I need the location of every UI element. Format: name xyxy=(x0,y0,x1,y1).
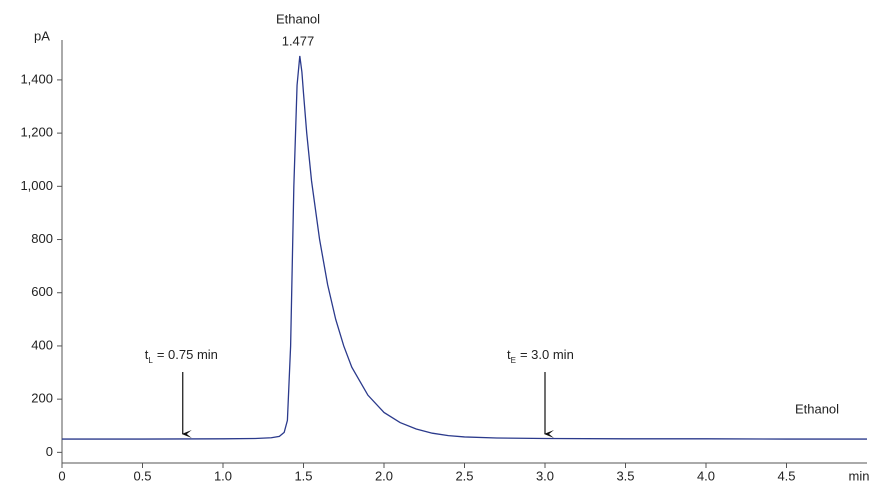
x-tick-label: 0.5 xyxy=(133,468,151,483)
annotation-t: t xyxy=(507,347,511,362)
x-tick-label: 2.0 xyxy=(375,468,393,483)
y-tick-label: 1,200 xyxy=(20,125,53,140)
y-tick-label: 400 xyxy=(31,337,53,352)
x-tick-label: 0 xyxy=(58,468,65,483)
trace-label: Ethanol xyxy=(795,401,839,416)
y-tick-label: 200 xyxy=(31,391,53,406)
x-tick-label: 3.0 xyxy=(536,468,554,483)
x-tick-label: 4.0 xyxy=(697,468,715,483)
y-tick-label: 600 xyxy=(31,284,53,299)
y-tick-label: 0 xyxy=(46,444,53,459)
y-tick-label: 1,000 xyxy=(20,178,53,193)
annotation-sub: E xyxy=(511,356,516,365)
x-tick-label: 2.5 xyxy=(455,468,473,483)
x-tick-label: 1.5 xyxy=(294,468,312,483)
x-tick-label: 1.0 xyxy=(214,468,232,483)
annotation-sub: L xyxy=(148,356,153,365)
annotation-t: t xyxy=(145,347,149,362)
y-unit: pA xyxy=(34,28,50,43)
annotation-rest: = 3.0 min xyxy=(520,347,574,362)
x-tick-label: 4.5 xyxy=(777,468,795,483)
peak-name: Ethanol xyxy=(276,11,320,26)
annotation-rest: = 0.75 min xyxy=(157,347,218,362)
trace xyxy=(62,55,867,440)
y-tick-label: 800 xyxy=(31,231,53,246)
x-unit: min xyxy=(849,468,870,483)
y-tick-label: 1,400 xyxy=(20,71,53,86)
peak-time: 1.477 xyxy=(282,33,315,48)
x-tick-label: 3.5 xyxy=(616,468,634,483)
annotation: tE = 3.0 min xyxy=(507,347,574,365)
annotation: tL = 0.75 min xyxy=(145,347,218,365)
